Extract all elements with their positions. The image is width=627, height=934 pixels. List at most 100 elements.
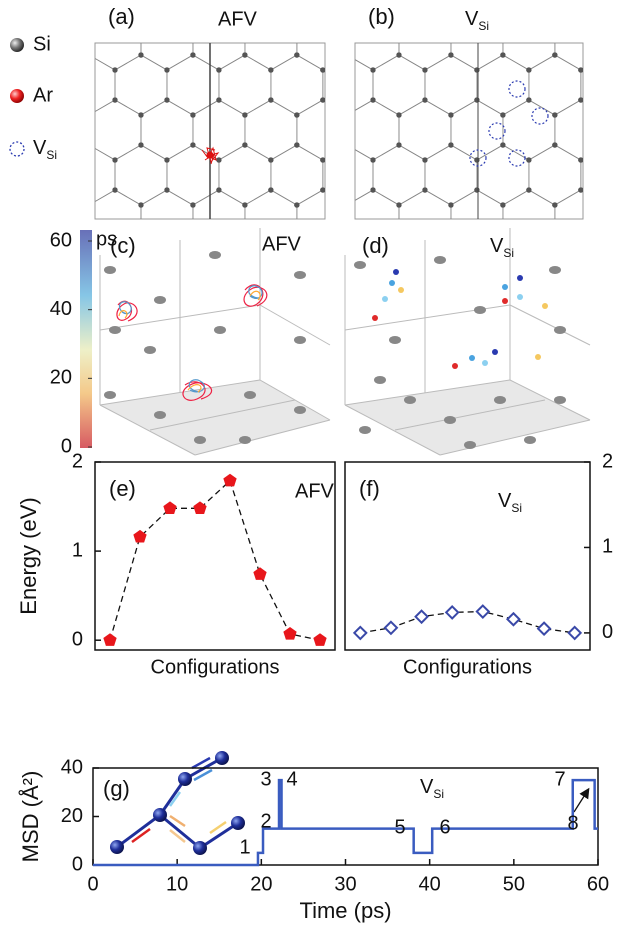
si-atom: [500, 22, 505, 27]
si-atom: [604, 22, 609, 27]
si-atom: [346, 202, 351, 207]
hexagon: [528, 54, 582, 116]
si-atom: [552, 22, 557, 27]
si-atom: [190, 232, 195, 237]
si-atom: [268, 67, 274, 73]
si-atom: [578, 247, 583, 252]
annotation-arrow: [573, 787, 590, 813]
si-atom: [500, 52, 506, 58]
si-blob: [209, 251, 221, 259]
si-atom: [370, 277, 375, 282]
step-annotation: 8: [567, 812, 578, 834]
si-atom: [320, 7, 325, 12]
si-blob: [214, 326, 226, 334]
colorbar-tick-label: 20: [50, 367, 72, 389]
hexagon: [529, 0, 581, 25]
si-atom: [318, 7, 323, 12]
si-atom: [526, 7, 531, 12]
hexagon: [295, 10, 347, 70]
panel-title-base: V: [498, 490, 512, 512]
si-atom: [344, 22, 349, 27]
si-atom: [448, 22, 453, 27]
si-atom: [138, 232, 143, 237]
si-atom: [164, 187, 170, 193]
si-atom: [604, 112, 609, 117]
si-atom: [138, 52, 144, 58]
x-tick-label: 10: [166, 873, 188, 895]
si-atom: [552, 22, 557, 27]
y-axis-label: MSD (Å²): [18, 771, 43, 863]
si-atom: [604, 52, 609, 57]
y-tick-label: 20: [61, 805, 83, 827]
si-atom: [604, 112, 609, 117]
si-atom: [164, 247, 169, 252]
data-point: [536, 621, 552, 637]
si-atom: [60, 187, 65, 192]
si-atom: [190, 112, 196, 118]
si-atom: [294, 292, 299, 297]
si-atom: [474, 67, 480, 73]
si-atom: [552, 202, 558, 208]
y-axis-label: Energy (eV): [16, 497, 41, 614]
panel-label: (b): [368, 4, 395, 29]
si-atom: [500, 112, 506, 118]
panel-title: VSi: [498, 490, 522, 515]
si-atom: [60, 187, 65, 192]
legend-label: VSi: [33, 137, 57, 162]
panel-label: (g): [103, 776, 130, 801]
si-atom: [294, 112, 300, 118]
si-blob: [464, 441, 476, 449]
si-atom: [474, 157, 480, 163]
si-atom: [344, 22, 349, 27]
data-point: [133, 529, 147, 543]
si-atom: [448, 22, 453, 27]
si-atom: [344, 232, 349, 237]
si-atom: [604, 142, 609, 147]
si-atom: [448, 202, 454, 208]
data-point: [444, 604, 460, 620]
si-atom: [34, 232, 39, 237]
si-atom: [138, 292, 143, 297]
si-atom: [216, 97, 222, 103]
si-atom: [604, 112, 609, 117]
hop-diagram: [110, 751, 245, 855]
data-point: [383, 620, 399, 636]
step-annotation: 4: [286, 768, 297, 790]
panel-title: AFV: [295, 480, 335, 502]
si-atom: [242, 112, 248, 118]
lattice: [295, 0, 627, 297]
hexagon: [140, 43, 194, 71]
si-atom: [86, 142, 91, 147]
hexagon: [502, 189, 556, 219]
si-atom: [346, 292, 351, 297]
colorbar-tick-label: 60: [50, 229, 72, 251]
hexagon: [476, 54, 530, 116]
si-atom: [474, 277, 479, 282]
hexagon: [296, 99, 325, 161]
si-atom: [552, 292, 557, 297]
si-atom: [242, 232, 247, 237]
si-atom: [138, 232, 143, 237]
si-atom: [320, 67, 325, 73]
si-atom: [604, 52, 609, 57]
si-atom: [474, 187, 480, 193]
si-atom: [346, 22, 351, 27]
si-blob: [294, 406, 306, 414]
si-atom: [370, 277, 375, 282]
si-atom: [268, 277, 273, 282]
si-atom: [448, 52, 454, 58]
hexagon: [581, 0, 627, 25]
hexagon: [295, 190, 347, 250]
panel-label: (a): [108, 4, 135, 29]
si-blob: [494, 396, 506, 404]
si-atom: [552, 142, 558, 148]
si-atom: [552, 52, 558, 58]
hexagon: [167, 235, 219, 295]
si-atom: [86, 112, 91, 117]
hexagon: [166, 54, 220, 116]
si-atom: [526, 247, 531, 252]
si-atom: [34, 22, 39, 27]
si-atom: [138, 232, 143, 237]
hexagon: [270, 54, 324, 116]
